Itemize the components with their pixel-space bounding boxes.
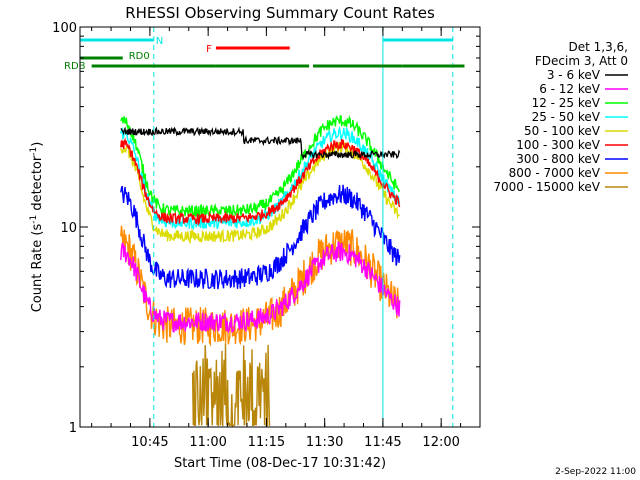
plot-area: N F RD0 RDB xyxy=(64,27,465,428)
legend-label: 300 - 800 keV xyxy=(516,152,600,166)
flag-label-f: F xyxy=(206,44,212,55)
flag-label-rdb: RDB xyxy=(64,61,86,72)
legend-label: 25 - 50 keV xyxy=(532,110,601,124)
series-line xyxy=(120,114,401,218)
series-line xyxy=(120,241,401,334)
y-axis-label-end: ) xyxy=(30,142,45,147)
x-axis-label: Start Time (08-Dec-17 10:31:42) xyxy=(174,456,386,471)
legend-label: 3 - 6 keV xyxy=(547,68,601,82)
legend-label: 12 - 25 keV xyxy=(532,96,601,110)
y-axis-label: Count Rate (s-1 detector-1) xyxy=(29,142,45,313)
y-axis-label-sup2: -1 xyxy=(29,147,39,156)
legend-label: 800 - 7000 keV xyxy=(509,166,601,180)
x-tick-label: 11:15 xyxy=(248,435,285,450)
legend-label: 6 - 12 keV xyxy=(539,82,601,96)
x-tick-label: 11:00 xyxy=(189,435,226,450)
axes: 1 10 100 10:45 11:00 11:15 11:30 11:45 12:00 xyxy=(52,21,481,450)
legend-header-line-2: FDecim 3, Att 0 xyxy=(535,54,628,68)
x-tick-label: 11:30 xyxy=(306,435,343,450)
legend-label: 7000 - 15000 keV xyxy=(493,180,600,194)
legend-header-line-1: Det 1,3,6, xyxy=(569,40,629,54)
y-tick-label: 10 xyxy=(60,221,77,236)
series-line xyxy=(120,225,401,347)
x-tick-label: 12:00 xyxy=(422,435,459,450)
series-line xyxy=(120,126,401,161)
y-tick-label: 100 xyxy=(52,21,77,36)
flag-label-rd0: RD0 xyxy=(129,51,150,62)
x-tick-label: 10:45 xyxy=(131,435,168,450)
y-axis-label-mid: detector xyxy=(30,155,45,215)
chart-title: RHESSI Observing Summary Count Rates xyxy=(125,4,435,22)
legend-label: 50 - 100 keV xyxy=(524,124,601,138)
series-line xyxy=(120,184,401,290)
flag-label-n: N xyxy=(156,36,163,47)
x-tick-label: 11:45 xyxy=(364,435,401,450)
series-line xyxy=(191,343,271,428)
footer-date: 2-Sep-2022 11:00 xyxy=(555,467,636,477)
y-axis-label-main: Count Rate (s xyxy=(30,224,45,313)
y-axis-label-sup1: -1 xyxy=(29,215,39,224)
legend-label: 100 - 300 keV xyxy=(516,138,600,152)
series-line xyxy=(120,137,401,226)
y-tick-label: 1 xyxy=(69,421,77,436)
